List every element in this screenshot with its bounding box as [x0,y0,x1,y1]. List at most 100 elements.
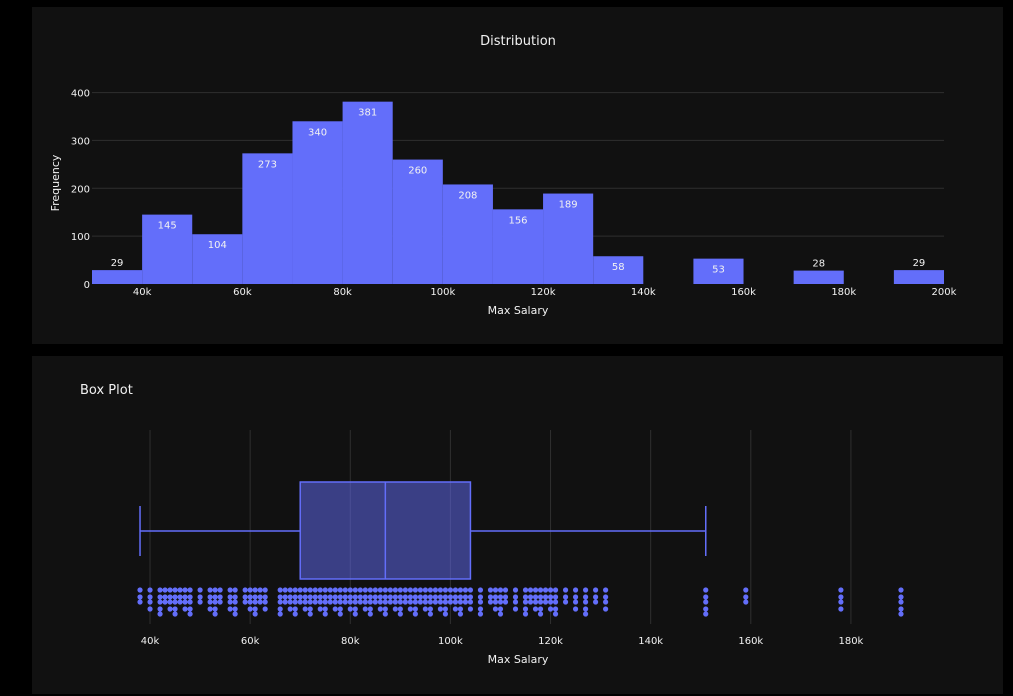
boxplot-point [487,599,494,605]
boxplot-point [362,594,368,600]
boxplot-point [332,594,338,600]
boxplot-point [212,594,218,600]
histogram-bar [593,256,644,284]
boxplot-point [562,587,569,593]
boxplot-point [487,587,494,593]
boxplot-panel: 40k 60k 80k 100k 120k 140k 160k 180k Box Plot M… [32,356,1003,694]
histogram-bar [292,121,343,285]
boxplot-point [362,606,368,612]
boxplot-point [362,599,368,605]
boxplot-point [522,594,529,600]
histogram-bar-label: 28 [812,259,825,270]
histogram-x-tick-label: 40k [133,287,152,298]
boxplot-x-tick-label: 40k [141,636,160,647]
boxplot-point [452,594,459,600]
boxplot-point [537,611,544,617]
boxplot-point [457,611,464,617]
boxplot-point [452,606,459,612]
boxplot-x-tick-label: 160k [738,636,763,647]
boxplot-point [147,594,153,600]
boxplot-point [417,587,423,593]
boxplot-point [497,611,504,617]
histogram-x-tick-label: 120k [531,287,556,298]
boxplot-point [592,594,599,600]
boxplot-point [898,587,904,593]
boxplot-point [703,606,709,612]
boxplot-point [457,599,464,605]
boxplot-point [447,587,454,593]
histogram-x-axis-label: Max Salary [488,304,549,317]
boxplot-point [898,611,904,617]
histogram-y-tick-label: 200 [71,184,90,195]
boxplot-point [477,594,484,600]
boxplot-point [462,594,469,600]
boxplot-point [277,611,283,617]
boxplot-point [592,599,599,605]
boxplot-box [139,481,707,580]
boxplot-point [457,594,464,600]
histogram-bar-label: 156 [508,215,527,226]
boxplot-point [167,606,173,612]
boxplot-point [307,599,313,605]
boxplot-point [572,606,579,612]
boxplot-x-axis-label: Max Salary [488,653,549,666]
histogram-x-tick-label: 160k [731,287,756,298]
boxplot-chart: 40k 60k 80k 100k 120k 140k 160k 180k Box Plot M… [80,383,904,666]
boxplot-point [582,606,589,612]
boxplot-point [292,606,298,612]
boxplot-point [407,606,413,612]
boxplot-x-tick-label: 140k [638,636,663,647]
histogram-x-tick-label: 100k [430,287,455,298]
histogram-bar-label: 340 [308,127,327,138]
boxplot-point [177,594,183,600]
boxplot-point [277,594,283,600]
boxplot-point [477,611,484,617]
boxplot-point [527,587,534,593]
boxplot-point [157,587,163,593]
boxplot-point [342,599,348,605]
boxplot-point [547,599,554,605]
boxplot-point [422,599,428,605]
histogram-y-ticks: 0 100 200 300 400 [71,89,90,291]
histogram-bar [793,270,844,284]
boxplot-point [252,611,258,617]
boxplot-point [257,594,263,600]
boxplot-point [422,587,428,593]
boxplot-x-tick-label: 60k [241,636,260,647]
boxplot-point [292,599,298,605]
boxplot-point [247,599,253,605]
boxplot-point [297,599,303,605]
boxplot-point [287,606,293,612]
boxplot-point [542,587,549,593]
boxplot-point [537,599,544,605]
boxplot-point [547,594,554,600]
boxplot-point [187,599,193,605]
boxplot-point [182,599,188,605]
boxplot-point [532,594,539,600]
boxplot-point [207,599,213,605]
boxplot-point [277,599,283,605]
boxplot-point [377,594,383,600]
boxplot-point [447,594,454,600]
boxplot-point [317,587,323,593]
boxplot-point [537,606,544,612]
boxplot-point [457,587,464,593]
boxplot-point [252,599,258,605]
boxplot-point [307,611,313,617]
boxplot-point [743,599,749,605]
boxplot-point [232,594,238,600]
boxplot-point [352,594,358,600]
boxplot-point [277,587,283,593]
boxplot-point [302,594,308,600]
histogram-bar [92,270,143,284]
boxplot-point [177,599,183,605]
boxplot-point [162,587,168,593]
boxplot-x-ticks: 40k 60k 80k 100k 120k 140k 160k 180k [141,636,864,647]
boxplot-point [412,594,418,600]
boxplot-point [437,599,444,605]
boxplot-point [422,594,428,600]
boxplot-point [277,606,283,612]
boxplot-point [442,594,449,600]
boxplot-point [172,611,178,617]
boxplot-point [187,606,193,612]
